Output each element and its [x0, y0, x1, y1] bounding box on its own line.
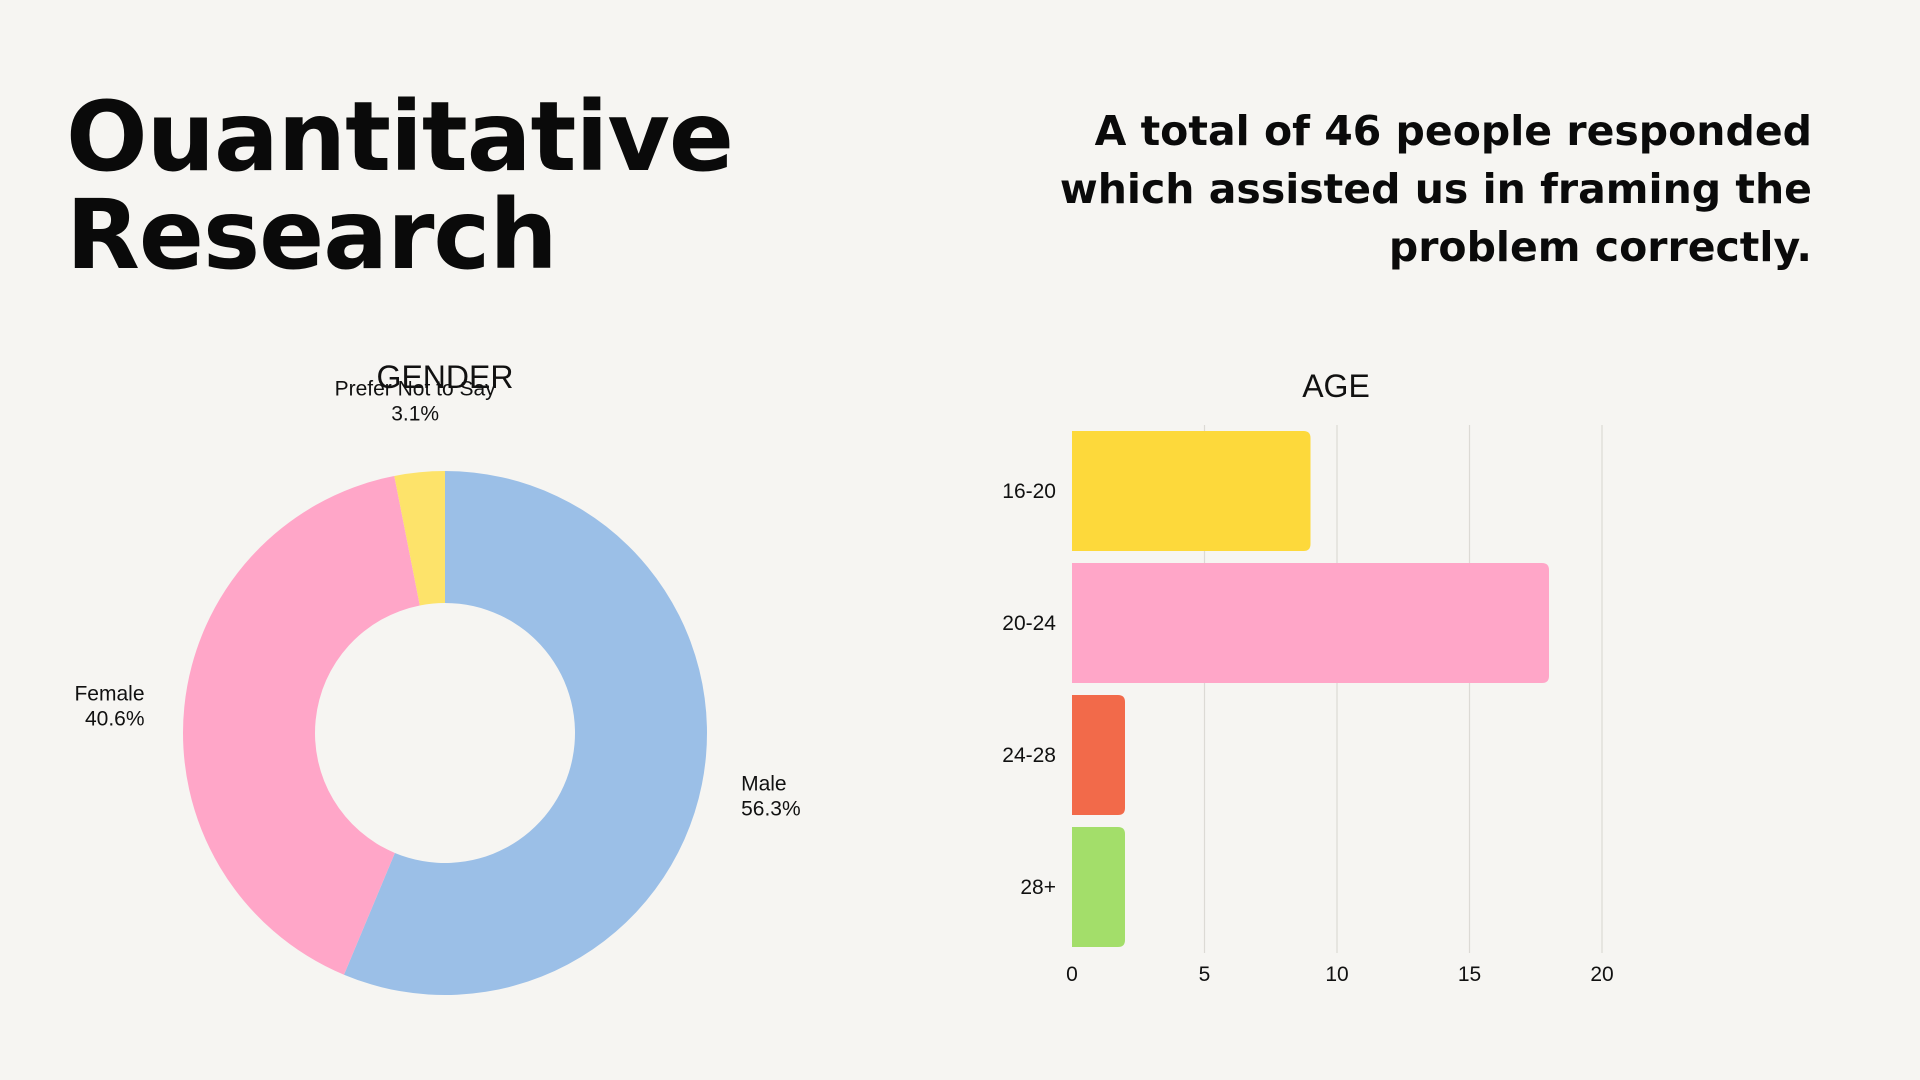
gender-chart-title: GENDER	[377, 359, 514, 395]
bar-28	[1072, 827, 1125, 947]
age-chart-x-ticks: 0 5 10 15 20	[1066, 963, 1614, 986]
x-tick-0: 0	[1066, 963, 1078, 986]
bar-16-20	[1072, 431, 1311, 551]
donut-label-prefer-not-to-say: Prefer Not to Say	[335, 377, 497, 400]
donut-value-prefer-not-to-say: 3.1%	[391, 402, 439, 425]
page-title-line1: Ouantitative	[66, 81, 734, 193]
age-chart-bars	[1072, 431, 1549, 947]
donut-slice-prefer-not-to-say	[394, 471, 445, 606]
page-subtitle: A total of 46 people responded which ass…	[1059, 107, 1812, 271]
age-bar-chart: AGE 16-20 20-24 24-28 28+ 0 5 10 15 20	[1002, 368, 1613, 986]
donut-slice-male	[343, 471, 707, 995]
page-title: Ouantitative Research	[66, 81, 734, 291]
bar-24-28	[1072, 695, 1125, 815]
category-label-20-24: 20-24	[1002, 612, 1056, 635]
category-label-16-20: 16-20	[1002, 480, 1056, 503]
donut-slice-female	[182, 475, 420, 975]
page-title-line2: Research	[66, 179, 558, 291]
gender-donut-slices	[182, 471, 707, 995]
x-tick-10: 10	[1325, 963, 1348, 986]
x-tick-5: 5	[1199, 963, 1211, 986]
donut-value-female: 40.6%	[85, 708, 145, 731]
category-label-24-28: 24-28	[1002, 744, 1056, 767]
x-tick-20: 20	[1590, 963, 1613, 986]
x-tick-15: 15	[1458, 963, 1481, 986]
bar-20-24	[1072, 563, 1549, 683]
donut-value-male: 56.3%	[741, 797, 801, 820]
age-chart-title: AGE	[1302, 368, 1370, 404]
donut-label-female: Female	[74, 683, 144, 706]
donut-label-male: Male	[741, 772, 787, 795]
age-chart-category-labels: 16-20 20-24 24-28 28+	[1002, 480, 1056, 899]
category-label-28: 28+	[1020, 876, 1056, 899]
